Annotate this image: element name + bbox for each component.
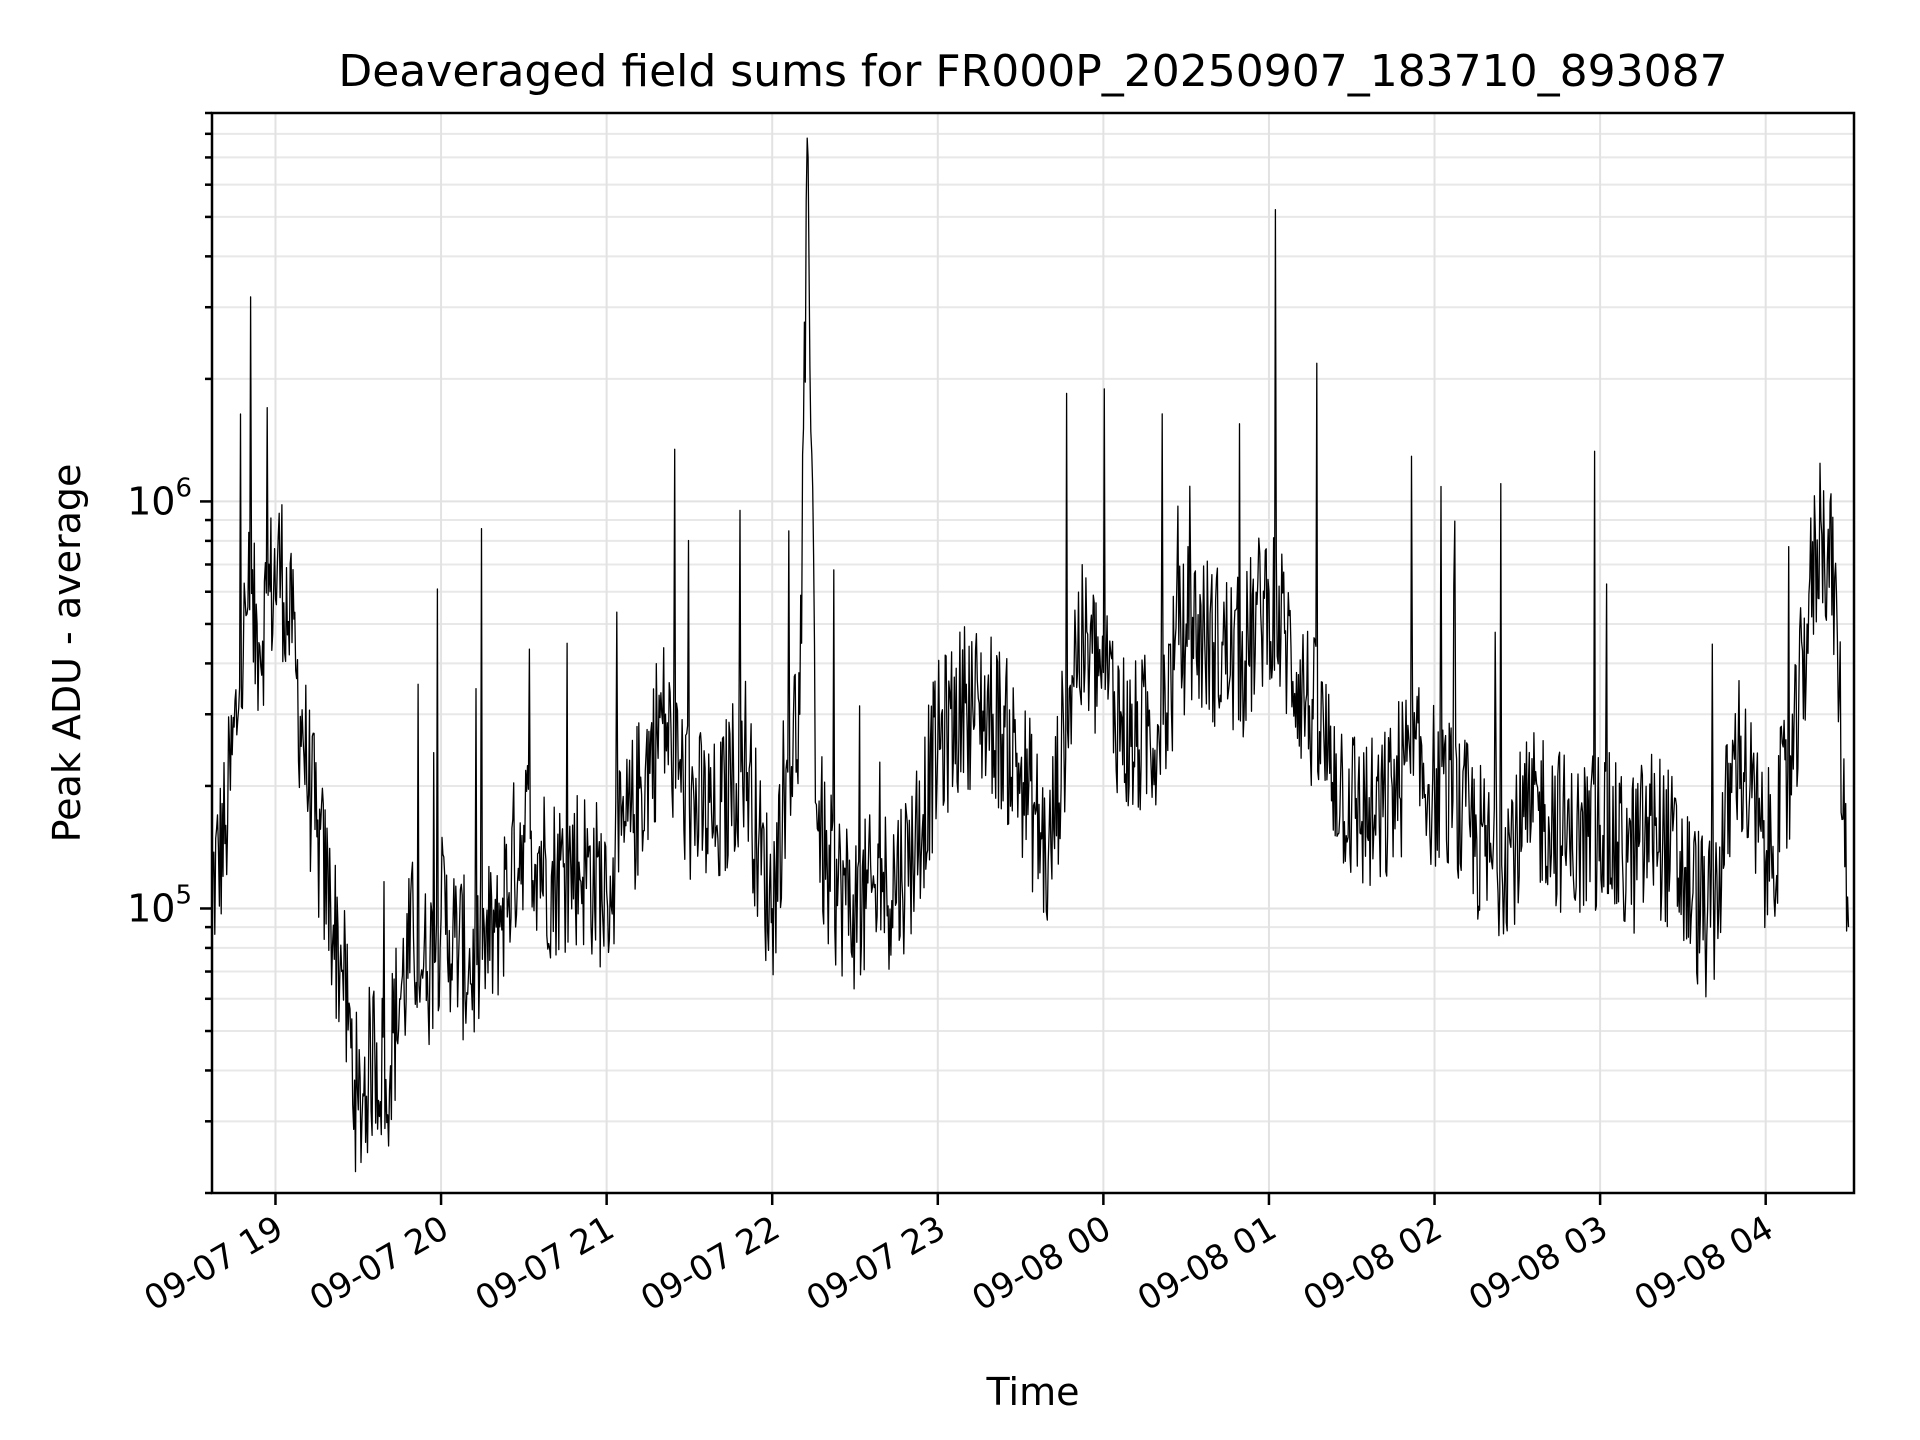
x-axis-label: Time <box>986 1370 1080 1414</box>
y-tick-label-exponent: 6 <box>175 473 192 503</box>
plot-frame <box>210 111 1856 1195</box>
y-tick-label: 106 <box>127 473 192 523</box>
grid <box>212 112 1854 1194</box>
series-group <box>211 137 1850 1173</box>
y-tick-label-base: 10 <box>127 479 175 523</box>
y-tick-label-base: 10 <box>127 886 175 930</box>
y-axis-label: Peak ADU - average <box>45 464 89 843</box>
series-line <box>211 137 1850 1173</box>
chart-title: Deaveraged field sums for FR000P_2025090… <box>338 46 1727 97</box>
y-tick-label-exponent: 5 <box>175 880 192 910</box>
y-tick-label: 105 <box>127 880 192 930</box>
